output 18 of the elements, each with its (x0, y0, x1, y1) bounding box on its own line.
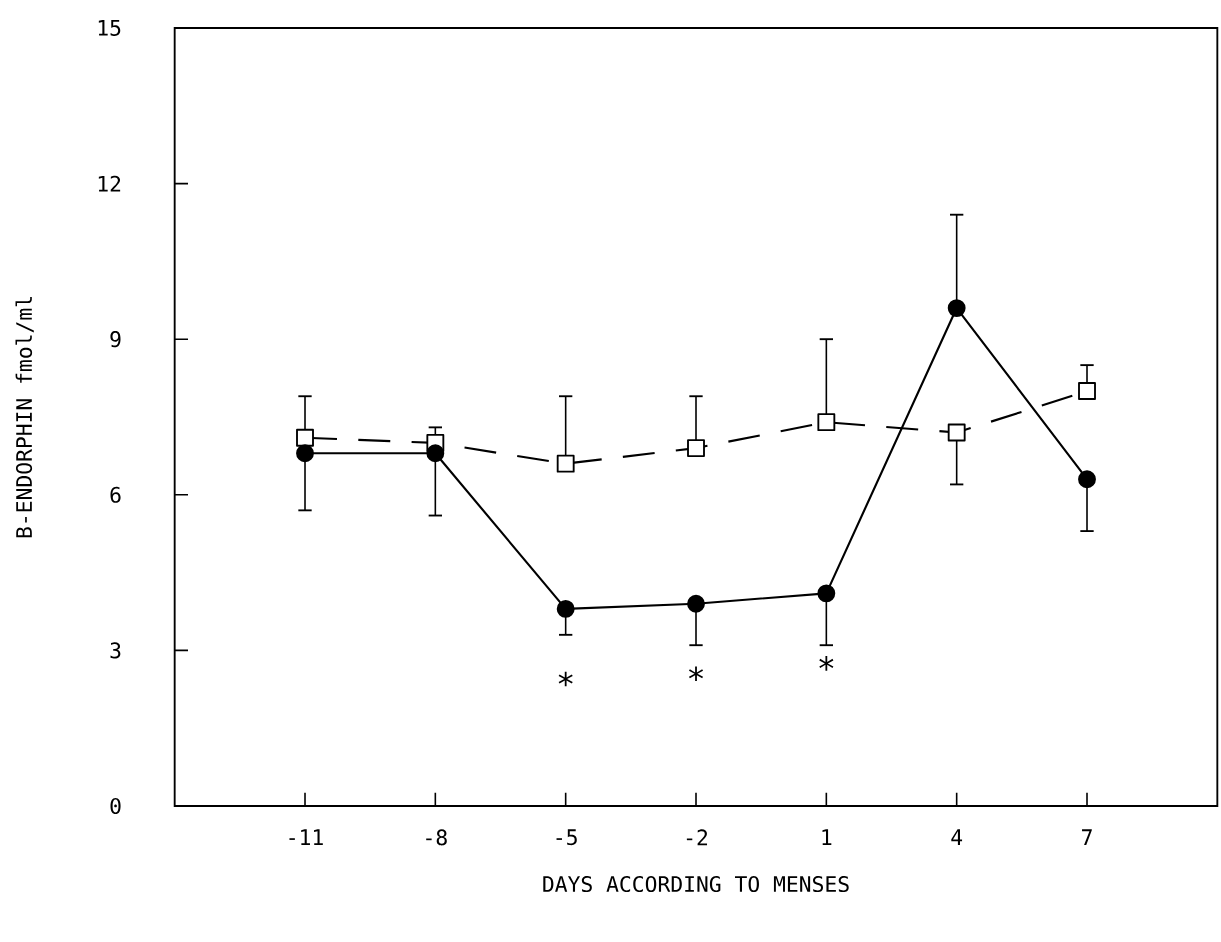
annotation: * (688, 666, 704, 682)
annotation: * (558, 671, 573, 687)
x-tick-label: 4 (951, 829, 963, 845)
annotation: * (819, 656, 834, 671)
y-tick-label: 0 (110, 797, 121, 815)
x-tick-label: -2 (686, 829, 708, 846)
x-tick-label: 7 (1082, 829, 1092, 845)
y-tick-label: 12 (98, 175, 121, 192)
x-tick-label: 1 (822, 829, 832, 845)
y-tick-label: 15 (98, 20, 121, 36)
y-axis-title: B-ENDORPHIN fmol/ml (15, 297, 34, 538)
y-tick-label: 3 (110, 642, 121, 659)
x-tick-label: -8 (426, 829, 447, 846)
x-tick-label: -11 (289, 829, 323, 845)
y-tick-label: 9 (110, 331, 121, 348)
x-axis-title: DAYS ACCORDING TO MENSES (543, 875, 849, 893)
x-tick-label: -5 (556, 829, 577, 846)
y-tick-label: 6 (110, 486, 121, 503)
